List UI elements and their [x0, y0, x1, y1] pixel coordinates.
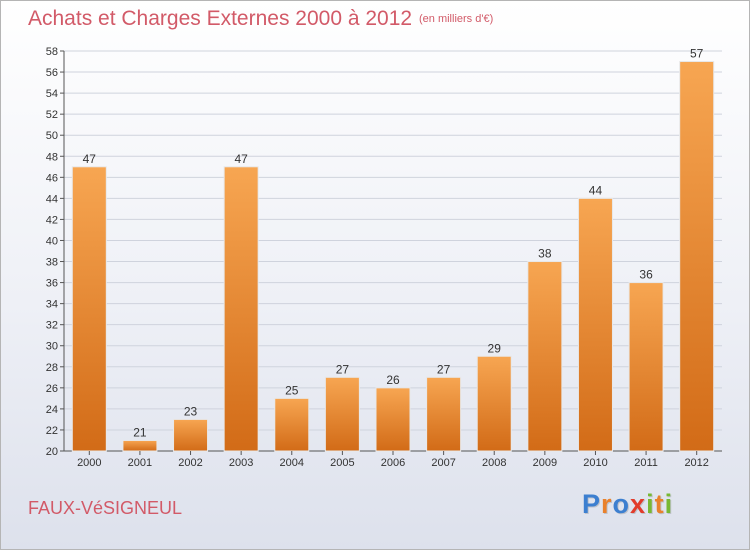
y-tick-label: 20: [46, 446, 58, 458]
x-tick-label: 2009: [533, 457, 557, 469]
bar-value-label: 23: [184, 404, 198, 418]
x-tick-label: 2003: [229, 457, 253, 469]
x-tick-label: 2001: [128, 457, 152, 469]
brand-letter: x: [630, 489, 647, 519]
bar-value-label: 27: [336, 362, 350, 376]
bar-value-label: 57: [690, 47, 704, 61]
x-tick-label: 2005: [330, 457, 354, 469]
chart-title: Achats et Charges Externes 2000 à 2012: [28, 7, 413, 30]
brand-letter: i: [664, 489, 674, 519]
x-tick-label: 2004: [280, 457, 304, 469]
bar-value-label: 47: [234, 152, 248, 166]
y-tick-label: 40: [46, 235, 58, 247]
x-tick-label: 2006: [381, 457, 405, 469]
bar-value-label: 25: [285, 383, 299, 397]
bar-value-label: 27: [437, 362, 451, 376]
bar: [122, 439, 158, 452]
bar: [628, 282, 664, 452]
bar: [426, 376, 462, 452]
y-tick-label: 50: [46, 130, 58, 142]
brand-letter: o: [612, 489, 631, 519]
y-tick-label: 44: [46, 193, 58, 205]
y-tick-label: 38: [46, 257, 58, 269]
bar-value-label: 29: [488, 341, 502, 355]
bar: [679, 61, 715, 452]
y-tick-label: 22: [46, 425, 58, 437]
y-tick-label: 24: [46, 404, 58, 416]
y-tick-label: 56: [46, 67, 58, 79]
y-tick-label: 52: [46, 109, 58, 121]
y-tick-label: 42: [46, 214, 58, 226]
y-tick-label: 26: [46, 383, 58, 395]
y-tick-label: 34: [46, 299, 58, 311]
y-tick-label: 54: [46, 88, 58, 100]
bar: [223, 166, 259, 452]
bar: [577, 197, 613, 452]
bar-value-label: 44: [589, 183, 603, 197]
commune-name: FAUX-VéSIGNEUL: [28, 498, 183, 518]
y-tick-label: 30: [46, 341, 58, 353]
bar: [476, 355, 512, 452]
y-tick-label: 46: [46, 172, 58, 184]
bar-value-label: 38: [538, 247, 552, 261]
bar-value-label: 36: [639, 268, 653, 282]
bar: [173, 418, 209, 452]
y-tick-label: 32: [46, 320, 58, 332]
y-tick-label: 58: [46, 46, 58, 58]
brand-letter: t: [654, 489, 665, 519]
bar-value-label: 26: [386, 373, 400, 387]
x-tick-label: 2008: [482, 457, 506, 469]
x-tick-label: 2012: [684, 457, 708, 469]
bar: [71, 166, 107, 452]
y-tick-label: 28: [46, 362, 58, 374]
bar-value-label: 21: [133, 425, 147, 439]
y-tick-label: 36: [46, 278, 58, 290]
bar: [527, 261, 563, 452]
x-tick-label: 2002: [178, 457, 202, 469]
chart-subtitle: (en milliers d'€): [419, 13, 494, 25]
x-tick-label: 2010: [583, 457, 607, 469]
x-tick-label: 2000: [77, 457, 101, 469]
y-tick-label: 48: [46, 151, 58, 163]
brand-letter: P: [582, 489, 602, 519]
proxiti-logo[interactable]: Proxiti: [582, 489, 673, 520]
bar-value-label: 47: [83, 152, 97, 166]
brand-letter: r: [601, 489, 613, 519]
bar: [375, 387, 411, 452]
brand-letter: i: [646, 489, 655, 519]
x-tick-label: 2007: [431, 457, 455, 469]
x-tick-label: 2011: [634, 457, 658, 469]
bar: [324, 376, 360, 452]
bar: [274, 397, 310, 452]
